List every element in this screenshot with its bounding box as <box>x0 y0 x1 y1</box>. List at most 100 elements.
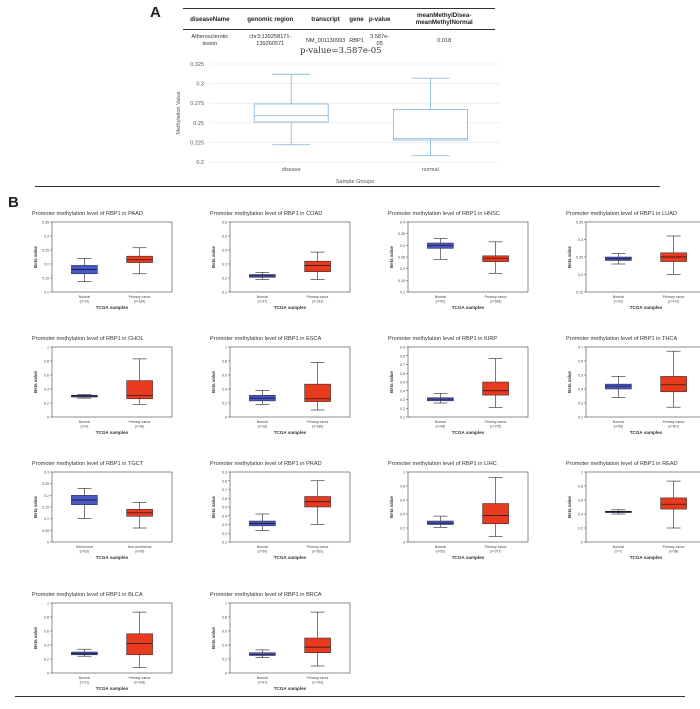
y-tick-label: 0.6 <box>222 497 227 501</box>
y-tick-label: 0.7 <box>400 363 405 367</box>
table-row: Atherosclerotic lesion chr3:139258171-13… <box>183 30 495 53</box>
plot-frame <box>51 346 173 418</box>
y-tick-label: 0.2 <box>400 407 405 411</box>
y-tick-label: 0.1 <box>222 541 227 545</box>
y-tick-label: 0.4 <box>400 221 405 225</box>
y-tick-label: 0.7 <box>578 346 583 350</box>
sample-count-label: (n=63) <box>80 550 90 554</box>
chart-title: Promoter methylation level of RBP1 in CH… <box>32 336 144 342</box>
box-tumor <box>482 255 509 262</box>
sample-count-label: (n=185) <box>312 425 323 429</box>
box-normal <box>249 652 276 656</box>
p-value-label: p-value=3.587e-05 <box>300 46 382 56</box>
plot-frame <box>407 221 529 293</box>
y-tick-label: 0.4 <box>578 513 583 517</box>
y-axis-label: Methylation Value <box>176 91 182 134</box>
cell-gene: RBP1 <box>349 37 364 44</box>
table-header-row: diseaseName genomic region transcript ge… <box>183 8 495 30</box>
y-tick-label: 0.2 <box>44 494 49 498</box>
y-tick-label: 0.2 <box>222 658 227 662</box>
panel-a-label: A <box>150 4 161 21</box>
y-tick-label: 0.8 <box>578 485 583 489</box>
y-tick-label: 0.2 <box>196 160 204 166</box>
x-axis-label: TCGA samples <box>274 430 307 435</box>
y-tick-label: 0.4 <box>44 388 49 392</box>
x-tick-label: Normal <box>79 295 91 299</box>
y-axis-label: Beta value <box>389 370 394 393</box>
x-tick-label: Normal <box>257 676 269 680</box>
y-tick-label: 0.6 <box>400 499 405 503</box>
y-tick-label: 0.2 <box>222 277 227 281</box>
y-tick-label: 0.2 <box>578 416 583 420</box>
y-tick-label: 0.9 <box>400 346 405 350</box>
x-tick-label: disease <box>282 167 301 173</box>
x-tick-label: Seminoma <box>76 545 93 549</box>
box-tumor <box>660 376 687 393</box>
chart-title: Promoter methylation level of RBP1 in TG… <box>32 461 144 467</box>
y-tick-label: 0.275 <box>190 101 204 107</box>
panel-b-label: B <box>8 194 19 211</box>
y-tick-label: 0.25 <box>193 121 204 127</box>
y-tick-label: 0.8 <box>44 360 49 364</box>
y-tick-label: 0.25 <box>42 482 49 486</box>
y-tick-label: 0.3 <box>44 471 49 475</box>
x-tick-label: Primary tumor <box>307 420 330 424</box>
y-tick-label: 0.5 <box>400 381 405 385</box>
y-tick-label: 0.2 <box>44 402 49 406</box>
sample-count-label: (n=21) <box>80 681 90 685</box>
x-tick-label: Normal <box>613 295 625 299</box>
y-tick-label: 0.8 <box>400 485 405 489</box>
y-tick-label: 0.6 <box>222 221 227 225</box>
plot-frame <box>229 221 351 293</box>
y-tick-label: 0.2 <box>44 658 49 662</box>
y-tick-label: 0.4 <box>400 389 405 393</box>
y-tick-label: 0.25 <box>42 249 49 253</box>
x-tick-label: normal <box>422 167 439 173</box>
y-tick-label: 0 <box>225 672 227 676</box>
x-tick-label: Primary tumor <box>663 420 686 424</box>
y-axis-label: Beta value <box>211 370 216 393</box>
box-normal <box>392 109 468 141</box>
y-tick-label: 0.6 <box>44 630 49 634</box>
y-tick-label: 0.225 <box>190 140 204 146</box>
y-tick-label: 0.2 <box>400 527 405 531</box>
y-axis-label: Beta value <box>33 370 38 393</box>
y-tick-label: 0.5 <box>578 374 583 378</box>
y-axis-label: Beta value <box>389 495 394 518</box>
x-tick-label: Primary tumor <box>307 545 330 549</box>
x-axis-label: TCGA samples <box>96 430 129 435</box>
sample-count-label: (n=97) <box>258 681 268 685</box>
y-tick-label: 0.5 <box>222 235 227 239</box>
sample-count-label: (n=16) <box>258 425 268 429</box>
box-tumor <box>482 381 509 396</box>
y-tick-label: 0.15 <box>42 506 49 510</box>
chart-title: Promoter methylation level of RBP1 in ES… <box>210 336 322 342</box>
y-axis-label: Beta value <box>567 245 572 268</box>
y-tick-label: 0.8 <box>44 616 49 620</box>
tcga-boxplot-chart: Promoter methylation level of RBP1 in LI… <box>388 461 529 560</box>
y-tick-label: 0.3 <box>400 398 405 402</box>
y-tick-label: 0.3 <box>44 235 49 239</box>
x-tick-label: Primary tumor <box>129 420 152 424</box>
y-axis-label: Beta value <box>567 495 572 518</box>
plot-frame <box>229 471 351 543</box>
x-tick-label: Primary tumor <box>485 420 508 424</box>
y-tick-label: 0.3 <box>578 238 583 242</box>
y-tick-label: 0.6 <box>578 499 583 503</box>
tcga-boxplot-chart: Promoter methylation level of RBP1 in RE… <box>566 461 700 560</box>
tcga-boxplot-chart: Promoter methylation level of RBP1 in CH… <box>32 336 173 435</box>
box-tumor <box>304 637 331 653</box>
plot-frame <box>407 471 529 543</box>
y-tick-label: 0.1 <box>400 291 405 295</box>
chart-title: Promoter methylation level of RBP1 in PA… <box>32 211 143 217</box>
y-tick-label: 0.4 <box>400 513 405 517</box>
y-axis-label: Beta value <box>33 626 38 649</box>
main-boxplot-chart: 0.2 0.225 0.25 0.275 0.3 0.325 disease normal Me… <box>176 62 500 185</box>
header-disease-name: diseaseName <box>183 8 237 30</box>
y-tick-label: 0.2 <box>578 527 583 531</box>
x-tick-label: Primary tumor <box>307 295 330 299</box>
y-tick-label: 0.8 <box>222 616 227 620</box>
chart-title: Promoter methylation level of RBP1 in KI… <box>388 336 497 342</box>
x-tick-label: Primary tumor <box>485 545 508 549</box>
sample-count-label: (n=275) <box>490 425 501 429</box>
